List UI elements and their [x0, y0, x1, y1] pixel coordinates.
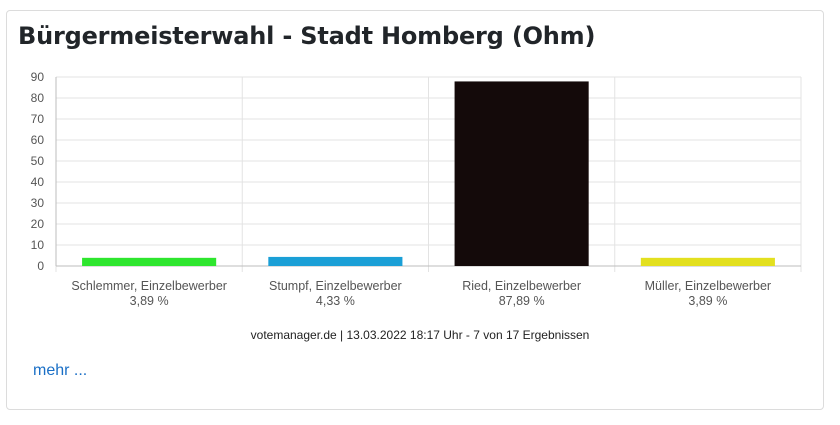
y-tick-label: 10 [31, 238, 45, 252]
bar-4[interactable] [640, 257, 775, 266]
value-label: 87,89 % [499, 294, 545, 308]
y-tick-label: 0 [37, 259, 44, 273]
y-tick-label: 90 [31, 70, 45, 84]
y-tick-label: 30 [31, 196, 45, 210]
value-label: 4,33 % [316, 294, 355, 308]
bar-2[interactable] [268, 256, 403, 266]
bar-1[interactable] [82, 257, 217, 266]
y-tick-label: 20 [31, 217, 45, 231]
bar-chart: 0 10 20 30 40 50 60 70 80 90 Schlemmer, Einzelbewe… [31, 70, 802, 308]
y-tick-label: 40 [31, 175, 45, 189]
bar-3[interactable] [454, 81, 589, 266]
value-label: 3,89 % [688, 294, 727, 308]
source-footer: votemanager.de | 13.03.2022 18:17 Uhr - … [250, 328, 590, 342]
chart-title: Bürgermeisterwahl - Stadt Homberg (Ohm) [18, 22, 596, 50]
more-link[interactable]: mehr ... [33, 362, 88, 379]
category-label: Ried, Einzelbewerber [462, 279, 581, 293]
category-label: Schlemmer, Einzelbewerber [71, 279, 227, 293]
value-label: 3,89 % [130, 294, 169, 308]
y-tick-label: 70 [31, 112, 45, 126]
category-label: Stumpf, Einzelbewerber [269, 279, 402, 293]
y-tick-label: 50 [31, 154, 45, 168]
y-tick-label: 80 [31, 91, 45, 105]
y-tick-label: 60 [31, 133, 45, 147]
category-label: Müller, Einzelbewerber [645, 279, 771, 293]
